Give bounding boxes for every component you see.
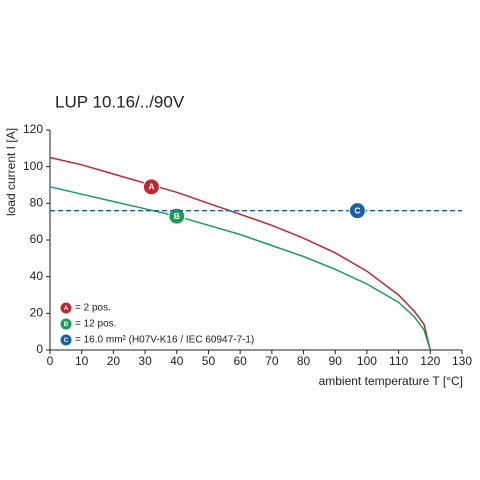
y-tick-label: 80	[30, 196, 44, 210]
y-tick-label: 60	[30, 232, 44, 246]
x-tick-label: 130	[452, 354, 472, 368]
series-badge	[59, 317, 73, 331]
series-badge	[59, 301, 73, 315]
x-tick-label: 40	[170, 354, 184, 368]
x-tick-label: 100	[357, 354, 377, 368]
x-tick-label: 0	[47, 354, 54, 368]
y-axis-label: load current I [A]	[4, 128, 18, 216]
y-tick-label: 100	[23, 159, 43, 173]
y-tick-label: 40	[30, 269, 44, 283]
badge-letter: A	[64, 305, 69, 312]
series-badge	[168, 207, 186, 225]
y-tick-label: 0	[36, 342, 43, 356]
badge-letter: C	[64, 337, 69, 344]
series-badge	[142, 178, 160, 196]
badge-letter: C	[354, 205, 360, 215]
x-tick-label: 30	[138, 354, 152, 368]
series-line	[49, 156, 432, 351]
badge-letter: A	[148, 182, 154, 192]
series-badge	[348, 202, 366, 220]
x-tick-label: 80	[297, 354, 311, 368]
chart-title: LUP 10.16/../90V	[55, 92, 185, 111]
y-tick-label: 120	[23, 122, 43, 136]
badge-letter: B	[64, 321, 69, 328]
x-axis-label: ambient temperature T [°C]	[319, 374, 463, 388]
series-line	[49, 186, 432, 351]
x-tick-label: 50	[202, 354, 216, 368]
x-tick-label: 120	[420, 354, 440, 368]
legend-label: = 2 pos.	[75, 303, 111, 314]
series-badge	[59, 333, 73, 347]
x-tick-label: 70	[265, 354, 279, 368]
badge-letter: B	[174, 211, 180, 221]
legend-label: = 12 pos.	[75, 319, 116, 330]
legend-label: = 16.0 mm² (H07V-K16 / IEC 60947-7-1)	[75, 335, 254, 346]
x-tick-label: 60	[233, 354, 247, 368]
x-tick-label: 20	[107, 354, 121, 368]
y-tick-label: 20	[30, 306, 44, 320]
x-tick-label: 10	[75, 354, 89, 368]
x-tick-label: 110	[389, 354, 408, 368]
x-tick-label: 90	[329, 354, 343, 368]
